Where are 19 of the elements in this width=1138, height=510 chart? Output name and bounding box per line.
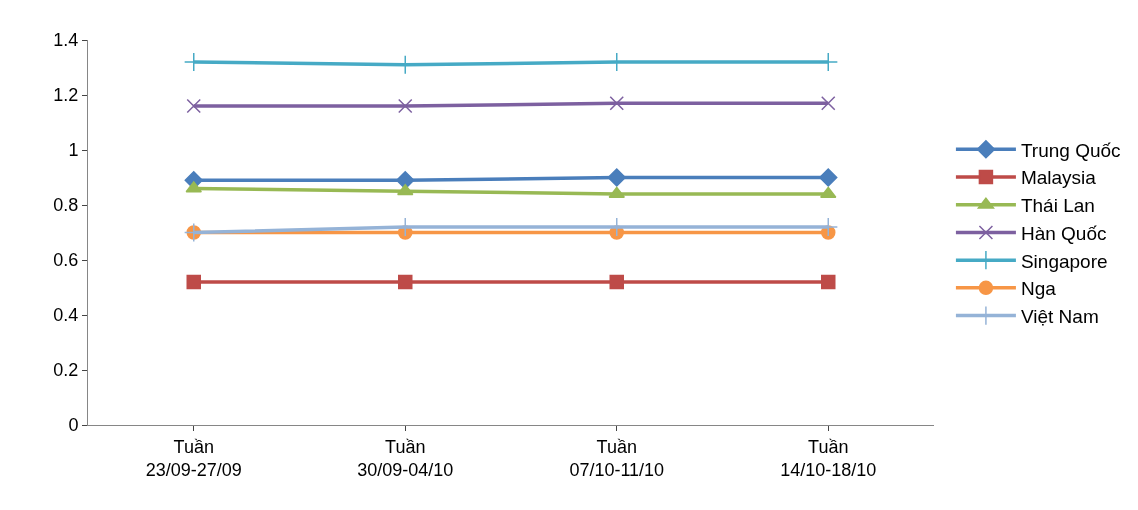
y-tick-label: 0.2 [53, 360, 79, 381]
y-tick-label: 0.6 [53, 250, 79, 271]
legend-label: Việt Nam [1020, 305, 1099, 327]
x-tick-label: Tuần 14/10-18/10 [780, 436, 877, 480]
y-tick-label: 1.4 [53, 30, 79, 51]
legend-label: Hàn Quốc [1020, 222, 1107, 244]
x-tick-label: Tuần 07/10-11/10 [569, 436, 665, 480]
x-tick-label: Tuần 23/09-27/09 [145, 436, 242, 480]
legend-label: Singapore [1020, 250, 1108, 272]
y-tick-label: 0 [68, 415, 79, 436]
y-tick-label: 1 [68, 140, 79, 161]
y-tick-label: 0.8 [53, 195, 79, 216]
y-tick-label: 0.4 [53, 305, 79, 326]
legend-label: Trung Quốc [1020, 139, 1121, 161]
legend-label: Nga [1020, 278, 1057, 300]
y-tick-label: 1.2 [53, 85, 79, 106]
legend-label: Thái Lan [1020, 195, 1095, 217]
legend-label: Malaysia [1020, 167, 1097, 189]
x-tick-label: Tuần 30/09-04/10 [357, 436, 454, 480]
